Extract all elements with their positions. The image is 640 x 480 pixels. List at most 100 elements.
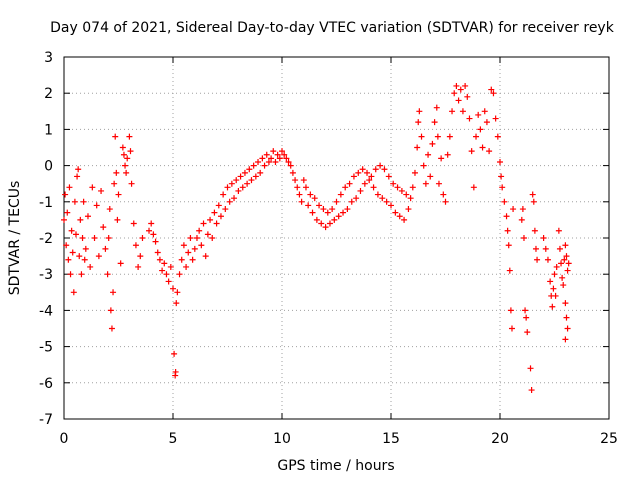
data-point [259, 155, 266, 162]
data-point [161, 260, 168, 267]
data-point [361, 180, 368, 187]
data-point [429, 140, 436, 147]
x-tick-label: 20 [491, 431, 509, 447]
data-point [383, 198, 390, 205]
data-point [89, 184, 96, 191]
data-point [407, 195, 414, 202]
data-point [322, 224, 329, 231]
data-point [504, 227, 511, 234]
data-point [263, 151, 270, 158]
data-point [198, 242, 205, 249]
data-point [544, 256, 551, 263]
data-point [200, 220, 207, 227]
data-point [77, 216, 84, 223]
data-point [104, 271, 111, 278]
data-point [497, 158, 503, 165]
data-point [120, 151, 127, 158]
data-point [457, 86, 464, 93]
data-point [520, 235, 527, 241]
data-point [228, 180, 235, 187]
data-point [442, 198, 449, 205]
data-point [409, 184, 416, 191]
data-point [135, 263, 142, 270]
data-point [556, 245, 563, 252]
y-tick-label: -4 [39, 303, 53, 319]
data-point [159, 267, 166, 274]
data-point [477, 126, 484, 133]
y-tick-label: 1 [44, 122, 53, 138]
data-point [418, 133, 425, 140]
data-point [250, 162, 257, 169]
data-point [122, 162, 129, 169]
data-point [564, 267, 571, 274]
data-point [111, 180, 118, 187]
data-point [261, 162, 268, 169]
data-point [174, 289, 181, 296]
data-point [270, 148, 277, 155]
data-point [171, 350, 178, 357]
data-point [518, 216, 525, 223]
data-point [483, 119, 490, 126]
data-point [152, 238, 159, 245]
data-point [126, 133, 133, 140]
data-point [431, 119, 438, 126]
data-point [425, 151, 432, 158]
data-point [302, 184, 309, 191]
y-tick-label: 3 [44, 50, 53, 66]
data-point [549, 303, 556, 310]
x-tick-label: 10 [273, 431, 291, 447]
data-point [320, 206, 327, 213]
data-point [67, 271, 74, 278]
data-point [550, 285, 557, 292]
data-point [427, 173, 434, 180]
data-point [564, 325, 571, 332]
data-points [61, 82, 572, 394]
data-point [415, 119, 422, 126]
x-tick-label: 5 [169, 431, 178, 447]
data-point [563, 253, 570, 260]
data-point [137, 253, 144, 260]
x-axis-title: GPS time / hours [277, 458, 394, 474]
data-point [453, 82, 460, 89]
data-point [66, 184, 73, 191]
data-point [405, 206, 412, 213]
data-point [331, 216, 338, 223]
data-point [244, 180, 251, 187]
data-point [529, 191, 536, 198]
data-point [82, 245, 89, 252]
data-point [446, 133, 453, 140]
data-point [416, 108, 423, 115]
data-point [78, 271, 85, 278]
data-point [76, 253, 83, 260]
data-point [231, 195, 238, 202]
data-point [530, 198, 537, 205]
data-point [248, 177, 255, 184]
data-point [490, 90, 497, 97]
data-point [565, 260, 572, 267]
data-point [289, 169, 296, 176]
data-point [444, 151, 451, 158]
data-point [276, 155, 283, 162]
data-point [540, 235, 547, 241]
data-point [499, 184, 506, 191]
data-point [470, 184, 477, 191]
data-point [313, 216, 320, 223]
data-point [381, 166, 388, 173]
data-point [366, 177, 373, 184]
data-point [64, 209, 71, 216]
data-point [420, 162, 427, 169]
data-point [438, 155, 445, 162]
data-point [494, 133, 501, 140]
data-point [202, 253, 209, 260]
data-point [562, 300, 569, 307]
data-point [300, 177, 307, 184]
data-point [272, 158, 279, 165]
y-tick-label: 0 [44, 159, 53, 175]
data-point [305, 202, 312, 209]
data-point [224, 184, 231, 191]
data-point [112, 133, 119, 140]
data-point [100, 224, 107, 231]
data-point [107, 307, 114, 314]
data-point [501, 198, 508, 205]
data-point [185, 249, 192, 256]
